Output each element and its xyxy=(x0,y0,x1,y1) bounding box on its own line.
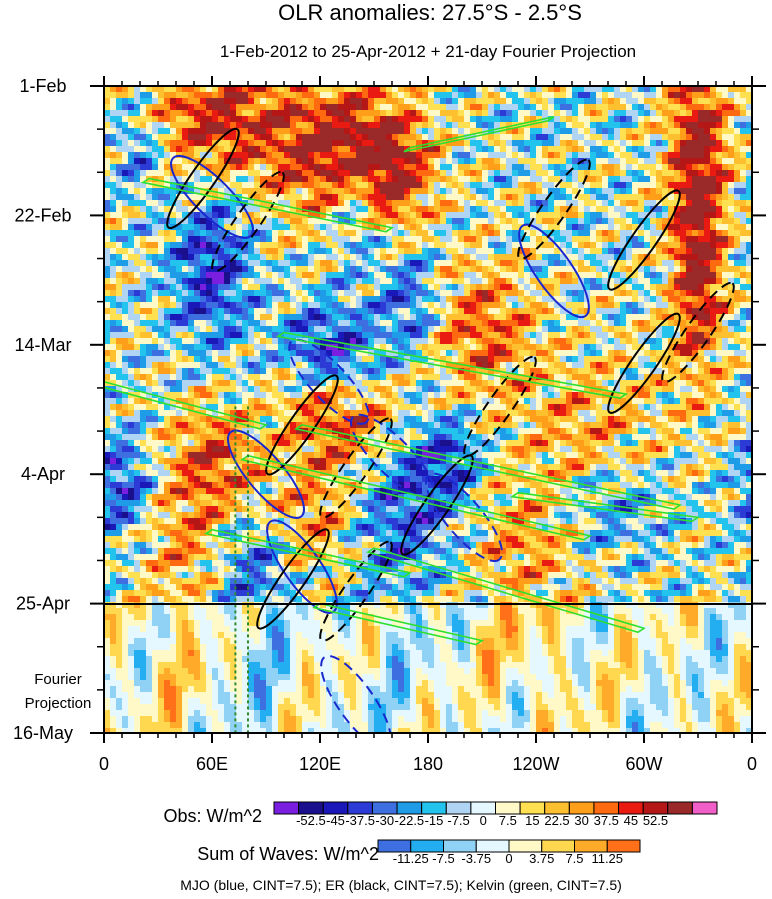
waves-colorbar-label-value: 11.25 xyxy=(591,851,623,866)
wave-contours xyxy=(104,116,735,733)
y-tick-label: 14-Mar xyxy=(14,335,71,355)
er-contour xyxy=(319,417,393,519)
obs-colorbar: -52.5 -45 -37.5 -30 -22.5 -15 -7.5 0 7.5 15 22.5 30… xyxy=(273,801,718,828)
mjo-contour xyxy=(518,223,590,319)
x-axis: 0 60E 120E 180 120W 60W 0 xyxy=(99,76,757,774)
projection-label-line2: Projection xyxy=(25,695,92,712)
er-contour xyxy=(211,170,285,273)
er-contour xyxy=(256,528,330,630)
waves-colorbar-label-value: 0 xyxy=(505,851,512,866)
er-contour xyxy=(166,127,240,230)
kelvin-contour xyxy=(104,380,268,430)
x-tick-label: 120E xyxy=(299,754,341,774)
chart-title: OLR anomalies: 27.5°S - 2.5°S xyxy=(278,0,582,25)
waves-colorbar-label-value: -3.75 xyxy=(461,851,491,866)
obs-colorbar-label-value: -37.5 xyxy=(345,813,375,828)
kelvin-contour xyxy=(140,177,395,233)
kelvin-contour xyxy=(366,547,646,634)
kelvin-contour xyxy=(403,116,555,153)
kelvin-contour xyxy=(203,528,413,578)
obs-colorbar-label-value: -52.5 xyxy=(296,813,326,828)
x-tick-label: 0 xyxy=(747,754,757,774)
y-axis: 1-Feb 22-Feb 14-Mar 4-Apr 25-Apr 16-May xyxy=(13,76,766,743)
x-tick-label: 180 xyxy=(413,754,443,774)
waves-colorbar-label-value: 7.5 xyxy=(565,851,583,866)
obs-colorbar-label-value: 22.5 xyxy=(544,813,569,828)
obs-colorbar-label: Obs: W/m^2 xyxy=(164,806,262,826)
kelvin-contour xyxy=(293,424,683,510)
contour-legend: MJO (blue, CINT=7.5); ER (black, CINT=7.… xyxy=(180,877,622,893)
y-tick-label: 4-Apr xyxy=(21,464,65,484)
y-tick-label: 25-Apr xyxy=(16,594,70,614)
obs-colorbar-swatch xyxy=(273,801,300,815)
waves-colorbar-label-value: -11.25 xyxy=(393,851,429,866)
obs-colorbar-label-value: 45 xyxy=(624,813,638,828)
obs-colorbar-label-value: -30 xyxy=(375,813,394,828)
mjo-contour xyxy=(288,338,370,425)
kelvin-contour xyxy=(275,331,629,399)
projection-label-line1: Fourier xyxy=(34,671,82,688)
obs-colorbar-label-value: 30 xyxy=(574,813,588,828)
obs-colorbar-swatch xyxy=(691,801,718,815)
chart-subtitle: 1-Feb-2012 to 25-Apr-2012 + 21-day Fouri… xyxy=(220,42,636,61)
er-contour xyxy=(607,312,681,414)
x-tick-label: 60W xyxy=(625,754,662,774)
y-tick-label: 22-Feb xyxy=(14,205,71,225)
obs-colorbar-label-value: -45 xyxy=(326,813,345,828)
er-contour xyxy=(607,189,681,291)
waves-colorbar-label-value: 3.75 xyxy=(529,851,554,866)
waves-colorbar-label: Sum of Waves: W/m^2 xyxy=(197,844,379,864)
er-contour xyxy=(517,158,591,260)
mjo-contour xyxy=(320,654,392,733)
x-tick-label: 0 xyxy=(99,754,109,774)
obs-colorbar-label-value: 52.5 xyxy=(643,813,668,828)
waves-colorbar: -11.25 -7.5 -3.75 0 3.75 7.5 11.25 xyxy=(377,839,641,866)
obs-colorbar-label-value: -22.5 xyxy=(395,813,425,828)
waves-colorbar-swatch xyxy=(606,839,641,853)
mjo-contour xyxy=(170,154,254,239)
er-contour xyxy=(661,281,735,384)
obs-colorbar-label-value: -7.5 xyxy=(447,813,469,828)
mjo-contour xyxy=(425,472,503,563)
x-tick-label: 120W xyxy=(512,754,559,774)
kelvin-contour xyxy=(240,454,592,541)
y-tick-label: 1-Feb xyxy=(19,76,66,96)
waves-colorbar-label-value: -7.5 xyxy=(432,851,454,866)
obs-colorbar-swatch xyxy=(667,801,693,815)
obs-colorbar-label-value: 15 xyxy=(525,813,539,828)
kelvin-contour xyxy=(312,602,484,646)
obs-colorbar-label-value: 7.5 xyxy=(499,813,517,828)
y-tick-label: 16-May xyxy=(13,723,73,743)
kelvin-contour xyxy=(509,491,701,523)
olr-anomaly-field xyxy=(104,86,752,733)
obs-colorbar-label-value: -15 xyxy=(425,813,444,828)
er-contour xyxy=(463,355,537,458)
obs-colorbar-label-value: 0 xyxy=(480,813,487,828)
er-contour xyxy=(319,540,393,642)
x-tick-label: 60E xyxy=(196,754,228,774)
obs-colorbar-label-value: 37.5 xyxy=(594,813,619,828)
